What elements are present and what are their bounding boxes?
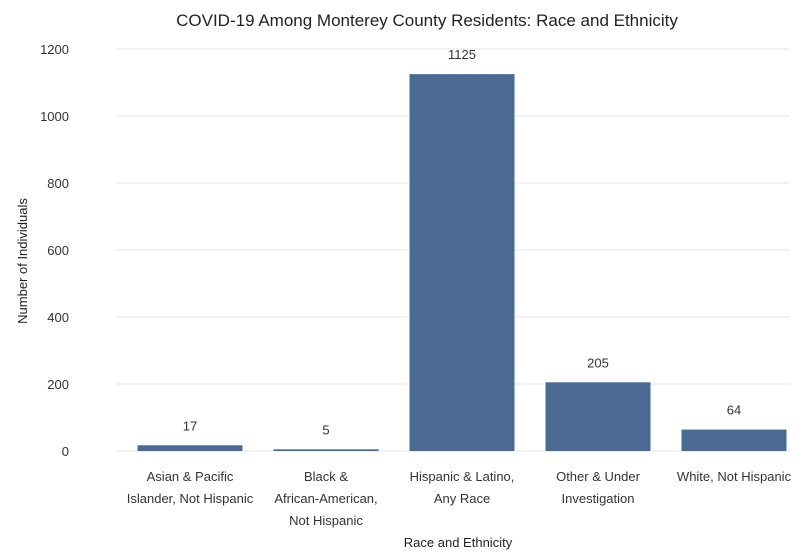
category-label: Investigation (562, 491, 635, 506)
category-label: White, Not Hispanic (677, 469, 792, 484)
y-axis-ticks: 0 200 400 600 800 1000 1200 (40, 42, 69, 459)
y-tick-label: 800 (47, 176, 69, 191)
category-label: Black & (304, 469, 348, 484)
data-label: 1125 (448, 47, 476, 62)
y-tick-label: 400 (47, 310, 69, 325)
category-label: Hispanic & Latino, (410, 469, 515, 484)
data-labels: 17 5 1125 205 64 (183, 47, 741, 437)
category-label: Any Race (434, 491, 490, 506)
category-label: Other & Under (556, 469, 640, 484)
data-label: 17 (183, 418, 197, 433)
chart-title: COVID-19 Among Monterey County Residents… (176, 11, 678, 30)
category-label: Not Hispanic (289, 513, 363, 528)
x-axis-label: Race and Ethnicity (404, 535, 513, 550)
y-axis-label: Number of Individuals (15, 198, 30, 324)
bar (681, 429, 787, 451)
category-label: Islander, Not Hispanic (127, 491, 254, 506)
data-label: 5 (322, 422, 329, 437)
data-label: 64 (727, 403, 741, 418)
bar (545, 382, 651, 451)
y-tick-label: 200 (47, 377, 69, 392)
bar (273, 449, 379, 451)
bars (137, 74, 787, 451)
category-label: African-American, (274, 491, 377, 506)
y-tick-label: 600 (47, 243, 69, 258)
data-label: 205 (587, 355, 609, 370)
category-label: Asian & Pacific (147, 469, 234, 484)
category-labels: Asian & Pacific Islander, Not Hispanic Bla… (127, 469, 792, 528)
y-tick-label: 1000 (40, 109, 69, 124)
y-tick-label: 1200 (40, 42, 69, 57)
bar (409, 74, 515, 451)
y-tick-label: 0 (62, 444, 69, 459)
bar (137, 445, 243, 451)
